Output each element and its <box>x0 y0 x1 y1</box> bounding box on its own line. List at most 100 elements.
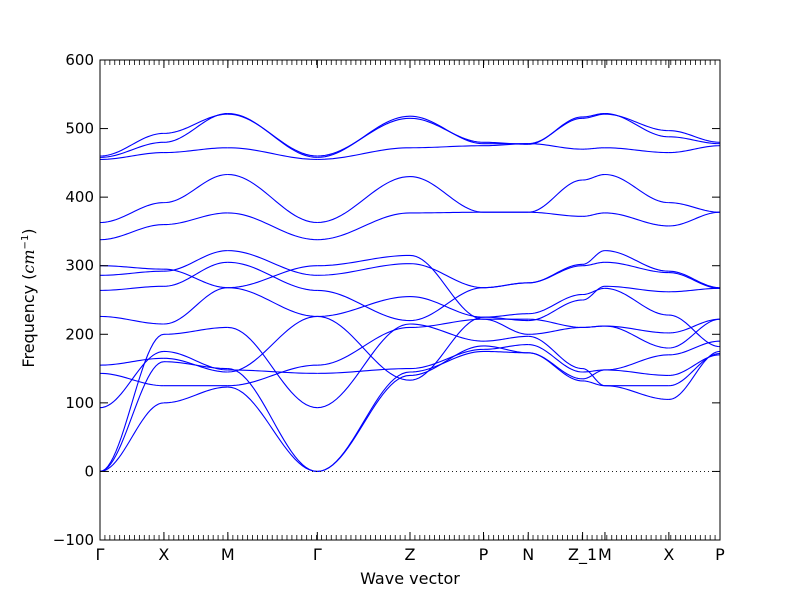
band-line-seg9-b14 <box>668 136 721 145</box>
band-line-seg4-b3 <box>409 348 484 370</box>
band-line-seg1-b11 <box>163 173 228 204</box>
band-line-seg3-b10 <box>317 212 411 241</box>
band-line-seg2-b6 <box>227 287 318 318</box>
band-line-seg9-b1 <box>668 340 721 356</box>
band-line-seg1-b7 <box>163 261 228 287</box>
x-tick-label: X <box>158 545 169 564</box>
band-line-seg9-b12 <box>668 145 721 154</box>
y-axis-label-unit: cm <box>19 249 38 273</box>
x-axis-label: Wave vector <box>360 569 460 588</box>
band-line-seg6-b12 <box>528 143 583 150</box>
band-line-seg7-b8 <box>582 250 605 265</box>
band-line-seg9-b8 <box>668 270 721 289</box>
band-line-seg6-b9 <box>528 326 583 335</box>
band-line-seg9-b0 <box>668 350 721 400</box>
band-line-seg8-b5 <box>604 287 669 316</box>
y-axis-label-exponent: −1 <box>20 235 31 250</box>
band-line-seg3-b1 <box>317 371 411 472</box>
band-line-seg2-b4 <box>227 364 318 387</box>
y-tick-label: −100 <box>53 531 94 549</box>
band-line-seg5-b8 <box>483 282 529 289</box>
band-line-seg5-b1 <box>483 350 529 354</box>
y-tick-label: 600 <box>65 51 94 69</box>
band-line-seg7-b0 <box>582 380 605 387</box>
x-axis-ticks: Γ X M Γ Z P N Z_1 M X P <box>96 60 725 565</box>
band-line-seg6-b14 <box>528 116 583 145</box>
band-line-seg6-b10 <box>528 211 583 217</box>
y-axis-label: Frequency (cm−1) <box>19 228 38 367</box>
band-line-seg1-b5 <box>163 357 228 373</box>
band-line-seg2-b2 <box>227 326 318 409</box>
band-line-seg8-b0 <box>604 385 669 400</box>
band-line-seg9-b5 <box>668 314 721 348</box>
band-line-seg5-b9 <box>483 318 529 335</box>
band-line-seg6-b11 <box>528 179 583 213</box>
band-line-seg8-b9 <box>604 325 669 349</box>
x-tick-label: N <box>522 545 534 564</box>
band-line-seg8-b7 <box>604 261 669 274</box>
band-line-seg1-b0 <box>163 386 228 404</box>
y-axis-ticks: −100 0 100 200 300 400 500 600 <box>53 51 720 549</box>
band-line-seg6-b2 <box>528 335 583 370</box>
y-tick-label: 500 <box>65 120 94 138</box>
band-line-seg9-b10 <box>668 211 721 227</box>
band-line-seg0-b13 <box>99 141 164 158</box>
band-line-seg0-b8 <box>99 270 164 276</box>
band-line-seg2-b11 <box>227 173 318 224</box>
band-line-seg6-b1 <box>528 352 583 380</box>
band-line-seg8-b14 <box>604 112 669 138</box>
band-line-seg9-b7 <box>668 272 721 289</box>
band-line-seg6-b3 <box>528 344 583 373</box>
band-line-seg1-b12 <box>163 147 228 154</box>
band-line-seg9-b4 <box>668 318 721 334</box>
band-line-seg4-b6 <box>409 296 484 318</box>
band-line-seg1-b6 <box>163 287 228 325</box>
band-line-seg8-b1 <box>604 354 669 371</box>
band-line-seg0-b7 <box>99 285 164 291</box>
band-line-seg1-b3 <box>163 350 228 371</box>
band-line-seg0-b6 <box>99 315 164 325</box>
band-line-seg3-b8 <box>317 263 411 276</box>
band-line-seg6-b4 <box>528 318 583 328</box>
band-line-seg3-b5 <box>317 315 411 381</box>
band-line-seg4-b11 <box>409 176 484 213</box>
x-tick-label: Γ <box>313 545 322 564</box>
x-tick-label: X <box>663 545 674 564</box>
band-line-seg5-b6 <box>483 316 529 322</box>
band-line-seg7-b13 <box>582 113 605 119</box>
band-line-seg8-b10 <box>604 212 669 227</box>
band-line-seg3-b2 <box>317 323 411 409</box>
band-line-seg4-b7 <box>409 287 484 322</box>
band-line-seg2-b8 <box>227 250 318 276</box>
band-line-seg9-b2 <box>668 352 721 387</box>
band-line-seg8-b13 <box>604 113 669 132</box>
band-line-seg5-b14 <box>483 141 529 145</box>
band-line-seg9-b6 <box>668 287 721 293</box>
band-line-seg4-b2 <box>409 323 484 342</box>
band-line-seg5-b5 <box>483 313 529 318</box>
band-line-seg6-b8 <box>528 263 583 284</box>
band-line-seg7-b11 <box>582 173 605 181</box>
band-line-seg6-b5 <box>528 293 583 315</box>
band-line-seg4-b8 <box>409 263 484 289</box>
band-line-seg4-b12 <box>409 145 484 149</box>
band-line-seg2-b3 <box>227 369 318 374</box>
band-line-seg0-b0 <box>99 402 164 472</box>
band-line-seg6-b6 <box>528 299 583 322</box>
band-line-seg7-b3 <box>582 369 605 373</box>
band-line-seg4-b1 <box>409 350 484 373</box>
band-line-seg1-b14 <box>163 113 228 134</box>
band-line-seg3-b9 <box>317 254 411 267</box>
band-line-seg0-b2 <box>99 333 165 472</box>
y-axis-label-main: Frequency ( <box>19 274 38 368</box>
band-line-seg0-b5 <box>99 357 164 366</box>
band-line-seg3-b3 <box>317 368 411 374</box>
band-lines <box>99 112 721 472</box>
x-tick-label: Z <box>405 545 416 564</box>
band-line-seg4-b14 <box>409 117 484 143</box>
plot-frame <box>99 59 721 541</box>
band-line-seg7-b5 <box>582 287 605 296</box>
band-line-seg1-b2 <box>163 326 228 335</box>
band-line-seg3-b12 <box>317 147 411 160</box>
